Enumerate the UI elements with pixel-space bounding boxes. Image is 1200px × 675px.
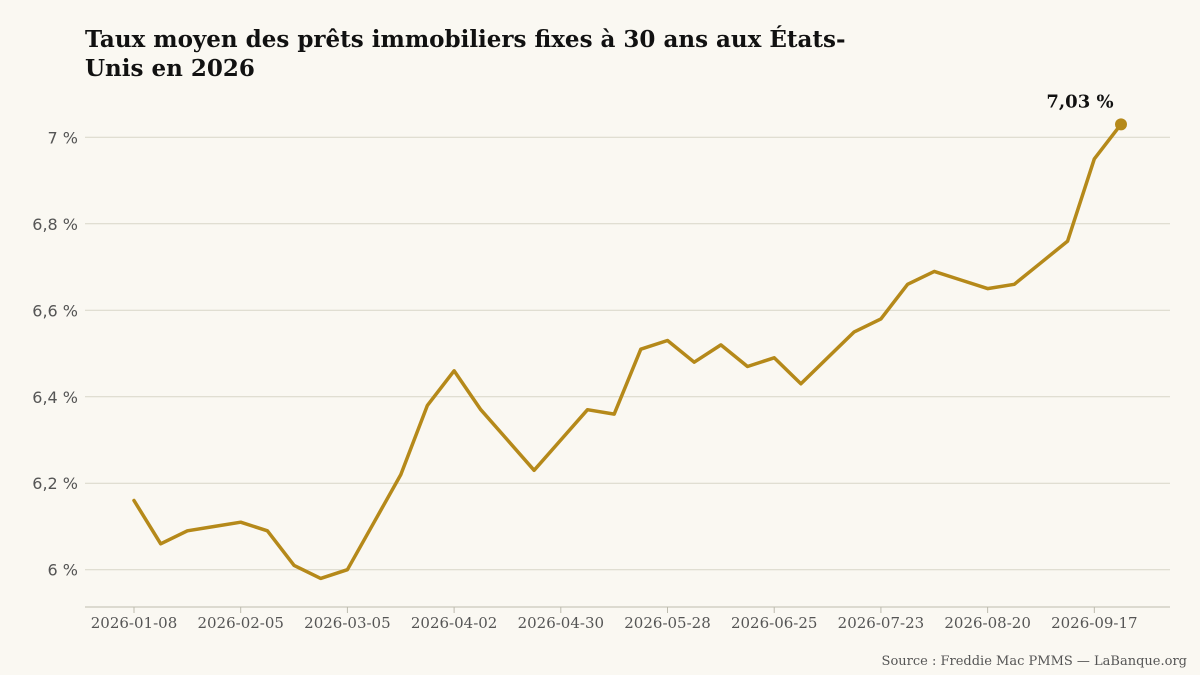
y-tick-label: 6,6 % <box>32 301 78 320</box>
annotation-layer: 7,03 % <box>1046 91 1127 131</box>
chart-title-line-1: Taux moyen des prêts immobiliers fixes à… <box>85 26 846 53</box>
x-tick-label: 2026-09-17 <box>1051 614 1137 632</box>
y-tick-label: 6,4 % <box>32 388 78 407</box>
last-point-marker <box>1115 118 1127 131</box>
y-axis-ticks: 6 % 6,2 % 6,4 % 6,6 % 6,8 % 7 % <box>32 128 78 579</box>
x-tick-label: 2026-03-05 <box>304 614 390 632</box>
x-tick-label: 2026-05-28 <box>624 614 710 632</box>
last-value-label: 7,03 % <box>1046 91 1113 112</box>
x-tick-label: 2026-08-20 <box>944 614 1030 632</box>
x-axis-ticks: 2026-01-08 2026-02-05 2026-03-05 2026-04-02… <box>91 607 1138 632</box>
y-tick-label: 6,8 % <box>32 215 78 234</box>
x-tick-label: 2026-01-08 <box>91 614 177 632</box>
x-tick-label: 2026-06-25 <box>731 614 817 632</box>
source-note: Source : Freddie Mac PMMS — LaBanque.org <box>882 654 1187 669</box>
x-tick-label: 2026-04-30 <box>518 614 604 632</box>
y-tick-label: 6 % <box>48 561 78 580</box>
x-tick-label: 2026-07-23 <box>838 614 924 632</box>
y-tick-label: 7 % <box>48 128 78 147</box>
x-tick-label: 2026-02-05 <box>197 614 283 632</box>
series-line <box>132 122 1123 581</box>
chart-title-line-2: Unis en 2026 <box>85 55 255 82</box>
x-tick-label: 2026-04-02 <box>411 614 497 632</box>
y-tick-label: 6,2 % <box>32 474 78 493</box>
series-layer <box>132 122 1123 581</box>
gridlines <box>85 136 1170 571</box>
